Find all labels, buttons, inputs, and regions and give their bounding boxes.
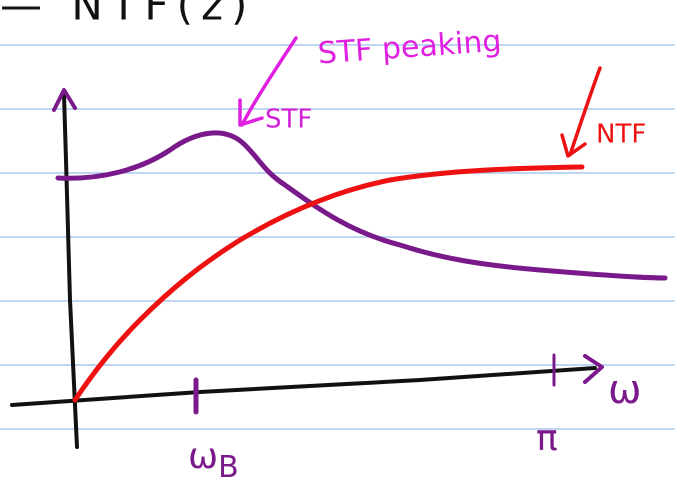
notes-page: — NTF(z) STF peaking STF NTF ωB π ω (0, 0, 675, 489)
tick-label: π (536, 418, 558, 459)
stf-curve (58, 133, 665, 278)
header-text: — NTF(z) (0, 0, 255, 30)
y-axis (64, 95, 77, 447)
ntf-label: NTF (596, 120, 646, 150)
ntf-arrow (562, 68, 600, 156)
tick-label-sub: B (218, 450, 239, 485)
x-axis-label: ω (608, 367, 642, 413)
tick-label: ωB (188, 436, 239, 485)
x-axis (12, 368, 595, 405)
tick-label-main: ω (188, 436, 218, 477)
stf-peaking-label: STF peaking (317, 24, 503, 72)
stf-label: STF (265, 105, 312, 135)
